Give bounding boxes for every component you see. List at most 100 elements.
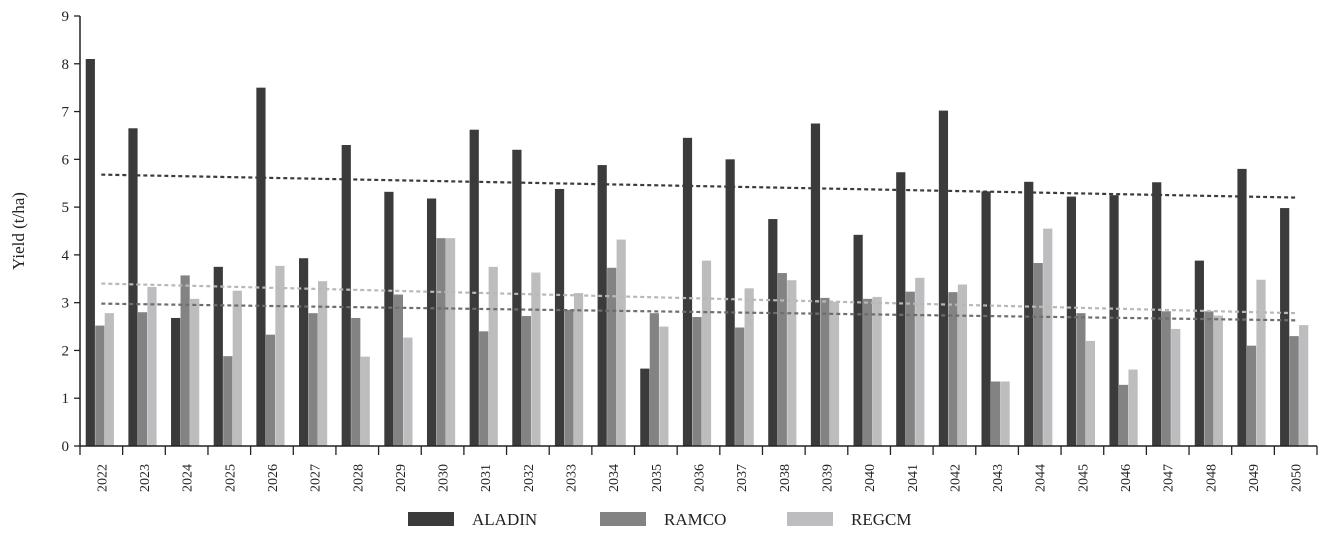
- trendline-aladin: [101, 173, 1296, 199]
- x-tick-label: 2035: [650, 464, 665, 492]
- bar-ramco-2045: [1076, 313, 1086, 446]
- bar-aladin-2039: [810, 123, 821, 446]
- y-tick-label: 9: [62, 9, 70, 25]
- bar-aladin-2048: [1194, 260, 1204, 446]
- y-tick-label: 6: [62, 152, 70, 168]
- bar-ramco-2042: [948, 292, 958, 446]
- legend: ALADIN RAMCO REGCM: [408, 510, 911, 529]
- x-tick-label: 2042: [948, 464, 963, 492]
- bar-aladin-2025: [213, 266, 223, 446]
- bar-aladin-2036: [682, 137, 693, 447]
- bar-regcm-2048: [1213, 315, 1223, 446]
- bar-ramco-2028: [351, 317, 361, 446]
- bar-regcm-2046: [1128, 369, 1138, 446]
- bar-regcm-2028: [360, 356, 370, 446]
- bar-regcm-2040: [872, 296, 882, 446]
- bar-aladin-2023: [128, 128, 138, 446]
- bar-regcm-2027: [318, 281, 328, 446]
- bar-ramco-2044: [1033, 263, 1043, 446]
- bar-aladin-2047: [1152, 182, 1162, 446]
- bar-regcm-2038: [787, 280, 797, 446]
- bar-regcm-2033: [573, 293, 584, 446]
- bar-aladin-2038: [768, 219, 778, 446]
- legend-swatch-ramco: [600, 512, 646, 526]
- trendlines-layer: [101, 173, 1296, 322]
- bar-regcm-2024: [190, 298, 200, 446]
- y-tick-label: 7: [62, 105, 70, 121]
- bar-ramco-2046: [1118, 384, 1129, 446]
- bar-ramco-2047: [1161, 311, 1171, 446]
- bar-regcm-2037: [744, 288, 754, 446]
- x-tick-label: 2045: [1076, 464, 1091, 492]
- x-tick-label: 2032: [522, 464, 537, 492]
- x-tick-label: 2048: [1204, 464, 1219, 492]
- bar-ramco-2048: [1204, 311, 1214, 446]
- trendline-ramco: [101, 302, 1296, 322]
- x-tick-label: 2022: [95, 464, 110, 492]
- x-tick-label: 2040: [863, 464, 878, 492]
- bar-ramco-2033: [564, 309, 574, 446]
- bar-ramco-2043: [990, 381, 1001, 446]
- bar-ramco-2036: [692, 317, 702, 446]
- bar-aladin-2034: [597, 165, 607, 447]
- bar-regcm-2043: [1000, 381, 1010, 446]
- bar-aladin-2040: [853, 234, 863, 446]
- bar-regcm-2047: [1171, 328, 1181, 446]
- x-tick-label: 2047: [1162, 464, 1177, 492]
- bar-regcm-2029: [403, 337, 413, 446]
- legend-swatch-aladin: [408, 512, 454, 526]
- bar-ramco-2023: [137, 312, 148, 446]
- bar-regcm-2022: [104, 313, 114, 446]
- bar-ramco-2050: [1289, 336, 1299, 446]
- y-tick-label: 3: [62, 296, 70, 312]
- bar-aladin-2033: [554, 188, 565, 446]
- x-tick-label: 2030: [437, 464, 452, 492]
- bar-ramco-2024: [180, 275, 190, 446]
- x-tick-label: 2033: [565, 464, 580, 492]
- bar-aladin-2043: [981, 191, 991, 446]
- bar-aladin-2028: [341, 145, 351, 446]
- bar-regcm-2050: [1299, 325, 1309, 446]
- y-axis-ticks: 0 1 2 3 4 5 6 7 8 9: [62, 9, 80, 455]
- x-tick-label: 2043: [991, 464, 1006, 492]
- bars-layer: [85, 59, 1309, 447]
- x-tick-label: 2044: [1034, 464, 1049, 492]
- bar-ramco-2031: [479, 331, 489, 446]
- x-tick-label: 2041: [906, 464, 921, 492]
- bar-ramco-2037: [735, 327, 745, 446]
- bar-regcm-2025: [232, 290, 242, 446]
- bar-aladin-2024: [171, 317, 181, 446]
- bar-ramco-2032: [521, 316, 531, 446]
- legend-label-ramco: RAMCO: [664, 510, 726, 529]
- x-tick-label: 2049: [1247, 464, 1262, 492]
- x-tick-label: 2039: [820, 464, 835, 492]
- x-axis-ticks: 2022 2023 2024 2025 2026 2027 2028 2029 2030 2031…: [79, 446, 1318, 492]
- x-tick-label: 2027: [309, 464, 324, 492]
- bar-aladin-2050: [1280, 208, 1290, 446]
- bar-regcm-2042: [957, 284, 968, 446]
- bar-aladin-2041: [896, 172, 906, 446]
- x-tick-label: 2023: [138, 464, 153, 492]
- x-tick-label: 2026: [266, 464, 281, 492]
- y-tick-label: 0: [62, 439, 70, 455]
- y-tick-label: 4: [62, 248, 70, 264]
- x-tick-label: 2034: [607, 464, 622, 492]
- bar-aladin-2031: [469, 129, 479, 446]
- bar-regcm-2044: [1043, 228, 1053, 446]
- bar-aladin-2029: [384, 191, 394, 446]
- bar-ramco-2027: [308, 313, 318, 446]
- bar-regcm-2035: [659, 326, 669, 446]
- bar-ramco-2034: [607, 267, 617, 446]
- bar-ramco-2026: [265, 334, 276, 446]
- bar-ramco-2038: [777, 273, 787, 446]
- legend-label-regcm: REGCM: [851, 510, 911, 529]
- bar-ramco-2039: [820, 297, 830, 446]
- x-tick-label: 2037: [735, 464, 750, 492]
- bar-aladin-2037: [725, 159, 735, 447]
- trendline-regcm: [101, 282, 1296, 315]
- x-tick-label: 2038: [778, 464, 793, 492]
- y-tick-label: 2: [62, 343, 70, 359]
- bar-ramco-2030: [436, 238, 446, 446]
- x-tick-label: 2029: [394, 464, 409, 492]
